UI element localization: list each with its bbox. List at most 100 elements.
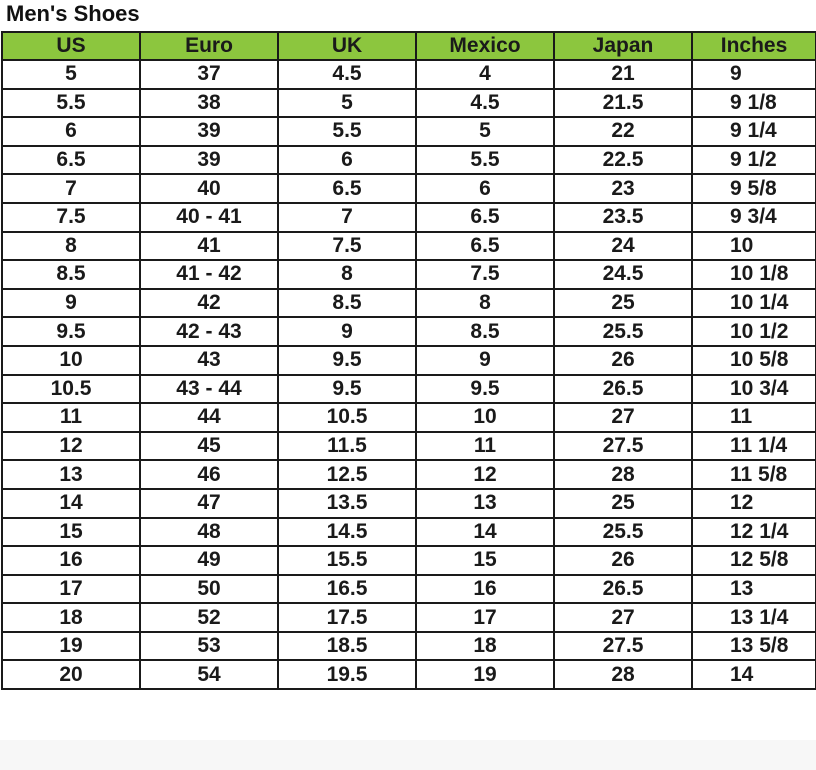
- column-header-inches: Inches: [691, 31, 816, 61]
- cell-inches: 9 1/4: [691, 116, 816, 147]
- cell-inches: 13 5/8: [691, 630, 816, 662]
- cell-euro: 41 - 42: [139, 259, 279, 290]
- table-row: 12 45 11.5 11 27.5 11 1/4: [1, 430, 816, 462]
- cell-us: 6: [1, 116, 141, 147]
- cell-japan: 21: [553, 59, 693, 90]
- cell-mexico: 6.5: [415, 201, 555, 233]
- cell-uk: 16.5: [277, 573, 417, 605]
- cell-euro: 42: [139, 287, 279, 319]
- page-title: Men's Shoes: [6, 1, 140, 26]
- table-row: 18 52 17.5 17 27 13 1/4: [1, 602, 816, 633]
- cell-inches: 12 5/8: [691, 545, 816, 576]
- cell-us: 10: [1, 344, 141, 376]
- cell-us: 6.5: [1, 144, 141, 176]
- cell-inches: 10 5/8: [691, 344, 816, 376]
- cell-uk: 5.5: [277, 116, 417, 147]
- cell-euro: 37: [139, 59, 279, 90]
- cell-euro: 44: [139, 402, 279, 433]
- cell-inches: 9 1/2: [691, 144, 816, 176]
- cell-japan: 24: [553, 230, 693, 262]
- cell-mexico: 14: [415, 516, 555, 548]
- cell-uk: 15.5: [277, 545, 417, 576]
- cell-uk: 8.5: [277, 287, 417, 319]
- cell-us: 12: [1, 430, 141, 462]
- cell-japan: 27: [553, 602, 693, 633]
- cell-japan: 24.5: [553, 259, 693, 290]
- cell-inches: 9 5/8: [691, 173, 816, 204]
- cell-uk: 6.5: [277, 173, 417, 204]
- table-row: 8 41 7.5 6.5 24 10: [1, 230, 816, 262]
- cell-mexico: 8: [415, 287, 555, 319]
- cell-uk: 17.5: [277, 602, 417, 633]
- cell-us: 13: [1, 459, 141, 490]
- cell-japan: 22: [553, 116, 693, 147]
- cell-inches: 9 3/4: [691, 201, 816, 233]
- cell-japan: 28: [553, 459, 693, 490]
- table-row: 6.5 39 6 5.5 22.5 9 1/2: [1, 144, 816, 176]
- cell-uk: 11.5: [277, 430, 417, 462]
- cell-japan: 27.5: [553, 630, 693, 662]
- cell-inches: 12: [691, 487, 816, 519]
- table-body: 5 37 4.5 4 21 9 5.5 38 5 4.5 21.5 9 1/8 6 39 5.5 5 22 9 1…: [1, 59, 816, 691]
- cell-euro: 40 - 41: [139, 201, 279, 233]
- cell-japan: 23: [553, 173, 693, 204]
- cell-japan: 21.5: [553, 87, 693, 119]
- cell-inches: 10 1/8: [691, 259, 816, 290]
- cell-uk: 19.5: [277, 659, 417, 691]
- cell-inches: 10 3/4: [691, 373, 816, 405]
- cell-euro: 43 - 44: [139, 373, 279, 405]
- cell-us: 16: [1, 545, 141, 576]
- table-row: 6 39 5.5 5 22 9 1/4: [1, 116, 816, 147]
- cell-mexico: 5: [415, 116, 555, 147]
- table-row: 7.5 40 - 41 7 6.5 23.5 9 3/4: [1, 201, 816, 233]
- cell-us: 8: [1, 230, 141, 262]
- cell-euro: 52: [139, 602, 279, 633]
- table-row: 5.5 38 5 4.5 21.5 9 1/8: [1, 87, 816, 119]
- cell-japan: 27.5: [553, 430, 693, 462]
- table-row: 20 54 19.5 19 28 14: [1, 659, 816, 691]
- cell-mexico: 16: [415, 573, 555, 605]
- cell-euro: 40: [139, 173, 279, 204]
- cell-japan: 25.5: [553, 516, 693, 548]
- cell-uk: 9.5: [277, 344, 417, 376]
- table-row: 9.5 42 - 43 9 8.5 25.5 10 1/2: [1, 316, 816, 347]
- column-header-uk: UK: [277, 31, 417, 61]
- table-row: 5 37 4.5 4 21 9: [1, 59, 816, 90]
- table-row: 17 50 16.5 16 26.5 13: [1, 573, 816, 605]
- cell-uk: 7: [277, 201, 417, 233]
- cell-us: 18: [1, 602, 141, 633]
- cell-inches: 11 5/8: [691, 459, 816, 490]
- table-row: 11 44 10.5 10 27 11: [1, 402, 816, 433]
- cell-mexico: 10: [415, 402, 555, 433]
- cell-inches: 10 1/4: [691, 287, 816, 319]
- cell-us: 19: [1, 630, 141, 662]
- cell-euro: 49: [139, 545, 279, 576]
- table-row: 8.5 41 - 42 8 7.5 24.5 10 1/8: [1, 259, 816, 290]
- cell-mexico: 19: [415, 659, 555, 691]
- table-row: 9 42 8.5 8 25 10 1/4: [1, 287, 816, 319]
- cell-us: 7: [1, 173, 141, 204]
- cell-mexico: 6: [415, 173, 555, 204]
- cell-euro: 50: [139, 573, 279, 605]
- cell-mexico: 4: [415, 59, 555, 90]
- cell-inches: 14: [691, 659, 816, 691]
- cell-japan: 22.5: [553, 144, 693, 176]
- cell-us: 5: [1, 59, 141, 90]
- cell-inches: 11: [691, 402, 816, 433]
- cell-uk: 9: [277, 316, 417, 347]
- cell-uk: 12.5: [277, 459, 417, 490]
- cell-japan: 26: [553, 344, 693, 376]
- cell-japan: 25: [553, 487, 693, 519]
- cell-uk: 8: [277, 259, 417, 290]
- cell-us: 10.5: [1, 373, 141, 405]
- cell-euro: 46: [139, 459, 279, 490]
- column-header-euro: Euro: [139, 31, 279, 61]
- cell-uk: 4.5: [277, 59, 417, 90]
- cell-uk: 13.5: [277, 487, 417, 519]
- cell-euro: 41: [139, 230, 279, 262]
- cell-mexico: 9.5: [415, 373, 555, 405]
- cell-uk: 7.5: [277, 230, 417, 262]
- column-header-us: US: [1, 31, 141, 61]
- cell-mexico: 12: [415, 459, 555, 490]
- size-chart-table: US Euro UK Mexico Japan Inches 5 37 4.5 4 21 9 5.5 3…: [1, 31, 816, 691]
